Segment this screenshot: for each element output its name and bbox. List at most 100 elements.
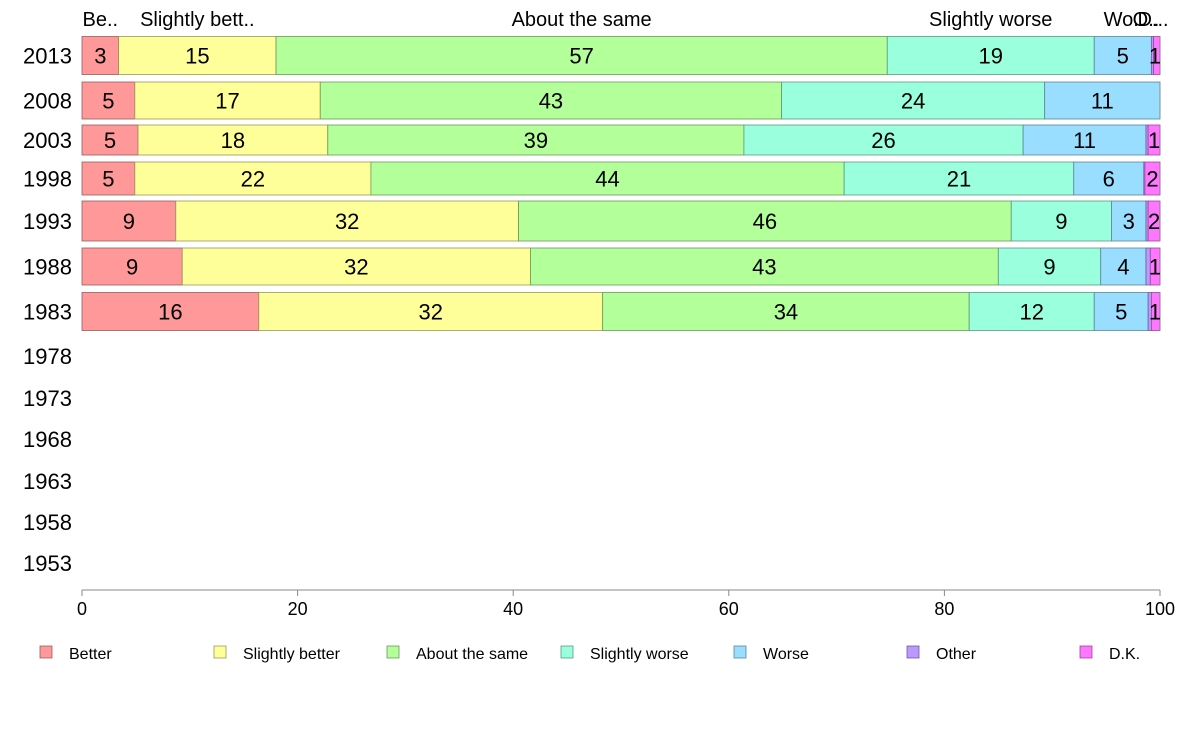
data-label-1993-6: 2 <box>1148 209 1160 234</box>
bar-2003-worse <box>1022 124 1147 156</box>
data-label-1983-3: 12 <box>1019 300 1043 325</box>
data-label-1998-4: 6 <box>1103 167 1115 192</box>
bar-1993-about-the-same <box>518 200 1012 242</box>
column-header-4: Wo.. <box>1104 9 1145 31</box>
legend-swatch-4 <box>733 645 747 659</box>
data-label-2008-4: 11 <box>1091 89 1114 114</box>
data-label-1998-2: 44 <box>595 167 619 192</box>
bar-1983-slightly-worse <box>968 292 1095 331</box>
legend-swatch-2 <box>386 645 400 659</box>
legend-swatch-1 <box>213 645 227 659</box>
legend-label-0: Better <box>69 646 112 663</box>
data-label-2013-6: 1 <box>1149 44 1161 69</box>
data-label-1998-0: 5 <box>102 167 114 192</box>
column-header-3: Slightly worse <box>929 9 1052 31</box>
bar-1993-worse <box>1111 200 1147 242</box>
bar-2003-slightly-better <box>137 124 329 156</box>
data-label-2008-1: 17 <box>215 89 239 114</box>
legend-label-6: D.K. <box>1109 646 1140 663</box>
bar-2013-worse <box>1093 36 1152 75</box>
data-label-2013-2: 57 <box>569 44 593 69</box>
bar-1988-about-the-same <box>530 247 999 286</box>
data-label-1993-4: 3 <box>1123 209 1135 234</box>
data-label-2008-0: 5 <box>102 89 114 114</box>
bar-2008-better <box>81 81 136 120</box>
bar-1998-about-the-same <box>370 161 845 196</box>
column-header-5: O.. <box>1133 9 1160 31</box>
x-tick-label-40: 40 <box>503 599 523 619</box>
bar-2013-better <box>81 36 120 75</box>
data-label-1993-3: 9 <box>1055 209 1067 234</box>
bar-1983-slightly-better <box>258 292 604 331</box>
bars-layer <box>81 36 1161 331</box>
data-label-2003-2: 39 <box>524 128 548 153</box>
legend-swatch-0 <box>39 645 53 659</box>
year-label-1963: 1963 <box>23 469 72 494</box>
data-label-1988-1: 32 <box>344 255 368 280</box>
x-tick-label-100: 100 <box>1145 599 1175 619</box>
year-labels-layer: 2013 2008 2003 1998 1993 1988 1983 1978 1973 1968… <box>23 44 72 577</box>
bar-2003-about-the-same <box>327 124 745 156</box>
year-label-2013: 2013 <box>23 44 72 69</box>
bar-1998-better <box>81 161 136 196</box>
bar-1988-slightly-better <box>181 247 531 286</box>
legend-label-1: Slightly better <box>243 646 341 663</box>
data-label-1983-4: 5 <box>1115 300 1127 325</box>
x-tick-label-80: 80 <box>934 599 954 619</box>
bar-2013-about-the-same <box>275 36 888 75</box>
year-label-2008: 2008 <box>23 89 72 114</box>
data-label-2013-1: 15 <box>185 44 209 69</box>
data-label-2013-4: 5 <box>1117 44 1129 69</box>
bar-1993-slightly-worse <box>1010 200 1112 242</box>
legend-swatch-6 <box>1079 645 1093 659</box>
year-label-1953: 1953 <box>23 551 72 576</box>
data-label-2008-3: 24 <box>901 89 925 114</box>
bar-1988-slightly-worse <box>997 247 1102 286</box>
data-label-1993-0: 9 <box>123 209 135 234</box>
data-label-2013-3: 19 <box>979 44 1003 69</box>
data-label-2003-4: 11 <box>1073 128 1096 153</box>
data-label-1998-6: 2 <box>1146 167 1158 192</box>
year-label-1983: 1983 <box>23 300 72 325</box>
data-label-1988-6: 1 <box>1149 255 1161 280</box>
bar-1988-worse <box>1100 247 1147 286</box>
bar-2008-about-the-same <box>319 81 783 120</box>
legend-swatch-5 <box>906 645 920 659</box>
data-label-1988-0: 9 <box>126 255 138 280</box>
data-label-1983-6: 1 <box>1149 300 1161 325</box>
bar-2003-slightly-worse <box>743 124 1024 156</box>
x-tick-label-60: 60 <box>719 599 739 619</box>
bar-1983-about-the-same <box>602 292 970 331</box>
data-label-1983-0: 16 <box>158 300 182 325</box>
bar-1993-slightly-better <box>175 200 519 242</box>
legend-swatch-3 <box>560 645 574 659</box>
data-label-1998-1: 22 <box>241 167 265 192</box>
data-label-2003-6: 1 <box>1148 128 1160 153</box>
x-tick-label-0: 0 <box>77 599 87 619</box>
data-label-2003-0: 5 <box>104 128 116 153</box>
column-header-6: D... <box>1137 9 1168 31</box>
bar-1998-slightly-better <box>134 161 372 196</box>
data-label-1983-2: 34 <box>774 300 798 325</box>
data-label-2003-3: 26 <box>871 128 895 153</box>
bar-1983-better <box>81 292 260 331</box>
year-label-1968: 1968 <box>23 427 72 452</box>
data-label-2003-1: 18 <box>221 128 245 153</box>
bar-2013-slightly-better <box>118 36 277 75</box>
data-label-2008-2: 43 <box>539 89 563 114</box>
year-label-1988: 1988 <box>23 255 72 280</box>
data-label-1988-2: 43 <box>752 255 776 280</box>
segment-labels-layer: 3 15 57 19 5 15 17 43 24 115 18 39 26 11 15 22 44 21 6 29 32… <box>94 44 1161 325</box>
data-label-1998-3: 21 <box>947 167 971 192</box>
column-header-0: Be.. <box>83 9 119 31</box>
year-label-1978: 1978 <box>23 344 72 369</box>
year-label-1973: 1973 <box>23 386 72 411</box>
data-label-2013-0: 3 <box>94 44 106 69</box>
column-header-1: Slightly bett.. <box>140 9 255 31</box>
column-header-2: About the same <box>512 9 652 31</box>
year-label-1998: 1998 <box>23 167 72 192</box>
bar-1998-slightly-worse <box>843 161 1075 196</box>
bar-1983-worse <box>1093 292 1149 331</box>
bar-2008-slightly-worse <box>781 81 1046 120</box>
bar-1993-better <box>81 200 177 242</box>
